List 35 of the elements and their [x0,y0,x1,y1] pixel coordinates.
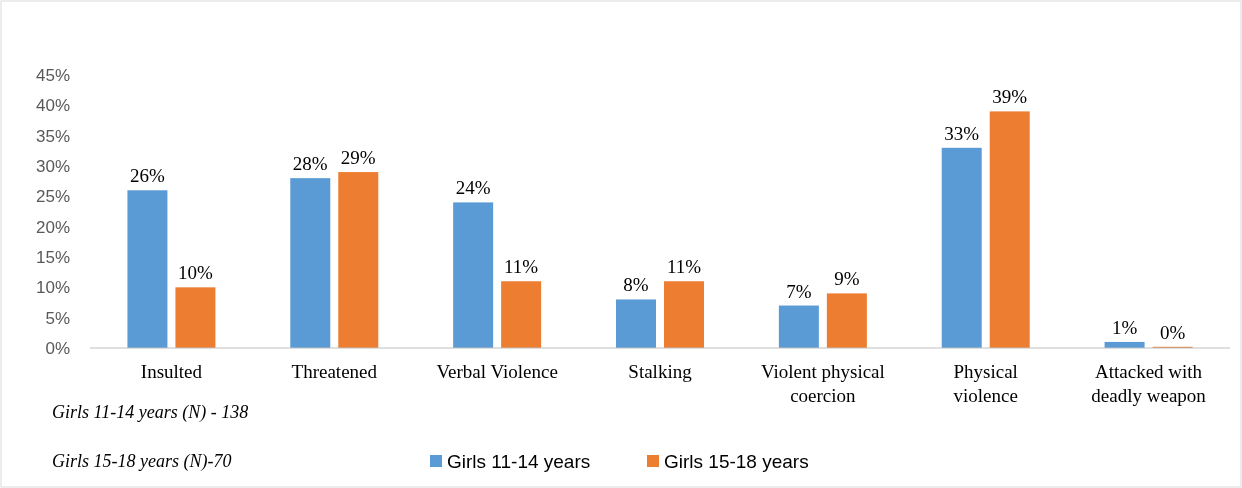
data-label: 39% [992,86,1028,108]
data-label: 24% [455,177,491,199]
y-tick-label: 25% [35,187,70,207]
y-tick-label: 20% [35,217,70,237]
legend-label: Girls 15-18 years [664,450,809,472]
legend-label: Girls 11-14 years [447,450,591,472]
data-label: 11% [504,256,539,278]
y-tick-label: 35% [35,126,70,146]
text: Girls 11-14 years (N) - 138 [52,402,249,423]
data-label: 33% [944,122,980,144]
text: Girls 15-18 years (N)-70 [52,451,232,472]
data-label: 7% [786,280,812,302]
y-tick-label: 0% [45,338,70,358]
y-tick-label: 10% [35,278,70,298]
data-label: 9% [834,268,860,290]
data-label: 28% [292,153,328,175]
data-label: 26% [130,165,166,187]
data-label: 29% [340,147,376,169]
x-tick-label: Stalking [628,361,693,382]
y-tick-label: 45% [35,65,70,85]
y-tick-label: 30% [35,156,70,176]
data-label: 8% [623,274,649,296]
x-tick-label: Physical violence [953,361,1018,406]
x-tick-label: Violent physical coercion [760,361,885,406]
x-tick-label: Attacked with deadly weapon [1091,361,1207,406]
x-tick-label: Insulted [140,361,203,382]
x-tick-label: Verbal Violence [436,361,558,382]
data-label: 10% [178,262,214,284]
data-label: 0% [1159,321,1186,343]
data-label: 1% [1111,316,1138,338]
y-tick-label: 15% [35,247,70,267]
x-tick-label: Threatened [291,361,378,382]
y-tick-label: 5% [45,308,70,328]
y-tick-label: 40% [35,96,70,116]
data-label: 11% [666,256,702,278]
